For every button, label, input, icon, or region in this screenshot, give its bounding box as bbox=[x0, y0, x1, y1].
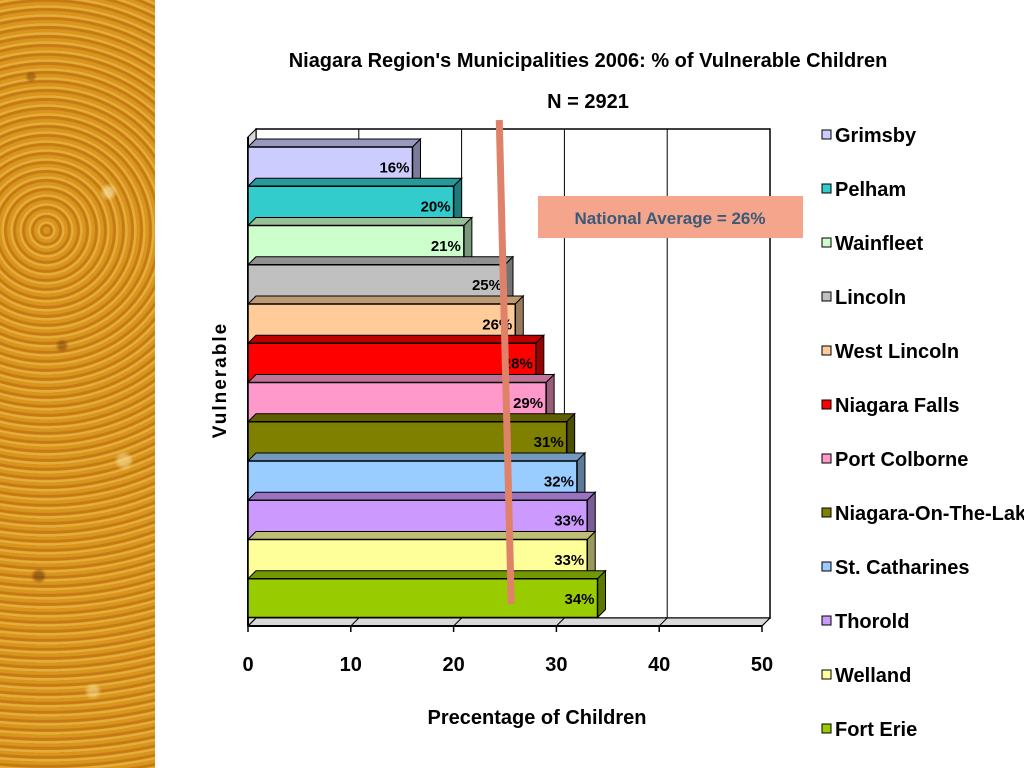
data-label: 20% bbox=[421, 199, 451, 216]
x-tick-label: 40 bbox=[648, 654, 670, 676]
legend-swatch bbox=[821, 507, 832, 518]
chart-subtitle: N = 2921 bbox=[547, 91, 629, 113]
legend-swatch bbox=[821, 129, 832, 140]
bar-top-face bbox=[246, 295, 525, 305]
x-gridline-floor bbox=[453, 617, 462, 627]
bar-top-face bbox=[246, 413, 576, 423]
bar-top-face bbox=[246, 334, 546, 344]
bar-top-face bbox=[246, 177, 463, 187]
national-average-label: National Average = 26% bbox=[574, 209, 765, 228]
x-tick-label: 10 bbox=[340, 654, 362, 676]
legend-entry: West Lincoln bbox=[835, 341, 959, 363]
legend-swatch bbox=[821, 237, 832, 248]
national-average-box bbox=[538, 196, 803, 238]
data-label: 25% bbox=[472, 277, 502, 294]
legend-swatch bbox=[821, 561, 832, 572]
legend-swatch bbox=[821, 615, 832, 626]
legend-swatch bbox=[821, 723, 832, 734]
bar-top-face bbox=[246, 217, 474, 226]
x-tick-label: 0 bbox=[242, 654, 253, 676]
x-tick-label: 50 bbox=[751, 654, 773, 676]
data-label: 34% bbox=[564, 591, 594, 608]
legend-entry: Fort Erie bbox=[835, 719, 917, 741]
legend-entry: Port Colborne bbox=[835, 449, 968, 471]
bar-top-face bbox=[246, 138, 422, 148]
legend: Grimsby Pelham Wainfleet Lincoln West Lincol… bbox=[821, 125, 1024, 741]
data-label: 21% bbox=[431, 238, 461, 255]
x-tick-label: 20 bbox=[442, 654, 464, 676]
legend-entry: Niagara-On-The-Lake bbox=[835, 503, 1024, 525]
x-gridline-floor bbox=[658, 617, 668, 627]
legend-entry: Wainfleet bbox=[835, 233, 923, 255]
x-gridline-floor bbox=[761, 617, 771, 627]
legend-entry: Thorold bbox=[835, 611, 909, 633]
legend-swatch bbox=[821, 669, 832, 680]
data-label: 16% bbox=[379, 159, 409, 176]
legend-swatch bbox=[821, 399, 832, 410]
bar-top-face bbox=[246, 570, 607, 580]
decorative-texture-panel bbox=[0, 0, 155, 768]
legend-entry: Grimsby bbox=[835, 125, 917, 147]
chart-title: Niagara Region's Municipalities 2006: % … bbox=[289, 50, 888, 72]
legend-swatch bbox=[821, 345, 832, 356]
legend-entry: Welland bbox=[835, 665, 911, 687]
data-label: 28% bbox=[503, 356, 533, 373]
x-gridline-floor bbox=[556, 617, 565, 627]
bar bbox=[247, 578, 599, 619]
x-gridline-floor bbox=[350, 617, 360, 627]
plot-floor bbox=[246, 617, 772, 627]
national-average-line bbox=[495, 119, 515, 605]
x-tick-label: 30 bbox=[545, 654, 567, 676]
data-label: 33% bbox=[554, 513, 584, 530]
legend-entry: Pelham bbox=[835, 179, 906, 201]
data-label: 29% bbox=[513, 395, 543, 412]
data-label: 31% bbox=[534, 434, 564, 451]
y-axis-label: Vulnerable bbox=[210, 322, 231, 438]
legend-swatch bbox=[821, 453, 832, 464]
bar-top-face bbox=[246, 491, 597, 501]
bar-end-face bbox=[597, 569, 607, 619]
x-gridline-floor bbox=[247, 617, 257, 627]
legend-swatch bbox=[821, 183, 832, 194]
data-label: 32% bbox=[544, 473, 574, 490]
legend-entry: Niagara Falls bbox=[835, 395, 960, 417]
plot-area: 0 10 20 30 40 5016%20%21%25%26%28%29%31%32%33… bbox=[242, 119, 803, 676]
legend-entry: Lincoln bbox=[835, 287, 906, 309]
legend-entry: St. Catharines bbox=[835, 557, 969, 579]
bar-top-face bbox=[246, 256, 515, 266]
bar-top-face bbox=[246, 531, 597, 540]
bar-top-face bbox=[246, 452, 587, 462]
x-axis-label: Precentage of Children bbox=[428, 707, 647, 729]
legend-swatch bbox=[821, 291, 832, 302]
data-label: 33% bbox=[554, 552, 584, 569]
